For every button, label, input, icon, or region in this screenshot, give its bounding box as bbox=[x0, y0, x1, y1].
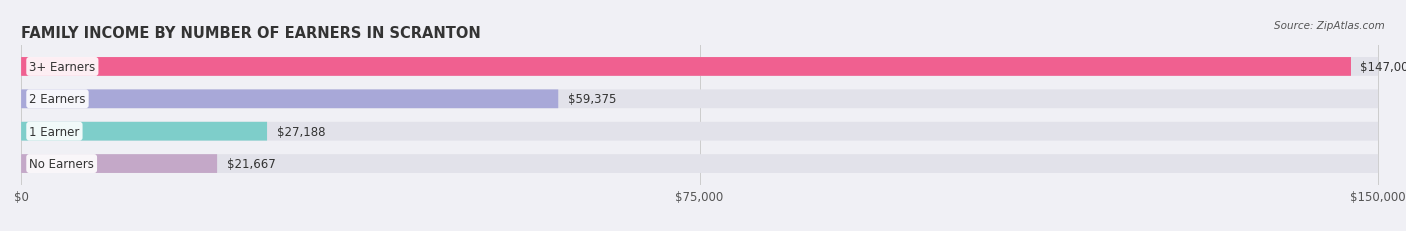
FancyBboxPatch shape bbox=[21, 58, 1378, 76]
Text: $21,667: $21,667 bbox=[226, 157, 276, 170]
Text: Source: ZipAtlas.com: Source: ZipAtlas.com bbox=[1274, 21, 1385, 31]
Text: 3+ Earners: 3+ Earners bbox=[30, 61, 96, 74]
FancyBboxPatch shape bbox=[21, 58, 1351, 76]
Text: 2 Earners: 2 Earners bbox=[30, 93, 86, 106]
FancyBboxPatch shape bbox=[21, 122, 267, 141]
FancyBboxPatch shape bbox=[21, 90, 558, 109]
Text: FAMILY INCOME BY NUMBER OF EARNERS IN SCRANTON: FAMILY INCOME BY NUMBER OF EARNERS IN SC… bbox=[21, 26, 481, 41]
FancyBboxPatch shape bbox=[21, 122, 1378, 141]
Text: $59,375: $59,375 bbox=[568, 93, 616, 106]
Text: 1 Earner: 1 Earner bbox=[30, 125, 80, 138]
FancyBboxPatch shape bbox=[21, 155, 1378, 173]
Text: $147,000: $147,000 bbox=[1361, 61, 1406, 74]
FancyBboxPatch shape bbox=[21, 155, 217, 173]
Text: No Earners: No Earners bbox=[30, 157, 94, 170]
FancyBboxPatch shape bbox=[21, 90, 1378, 109]
Text: $27,188: $27,188 bbox=[277, 125, 325, 138]
